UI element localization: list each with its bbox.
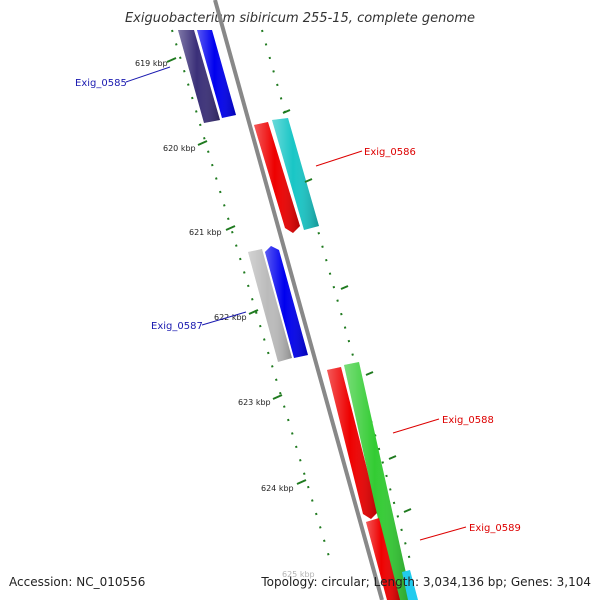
gene-label-exig-0586[interactable]: Exig_0586 — [364, 147, 416, 158]
tick-label-623: 623 kbp — [238, 398, 271, 407]
gene-label-exig-0589[interactable]: Exig_0589 — [469, 523, 521, 534]
leader-exig-0589 — [419, 526, 467, 541]
tick-label-619: 619 kbp — [135, 59, 168, 68]
gene-exig-0588-shade — [327, 367, 378, 519]
kbp-scale: 619 kbp 620 kbp 621 kbp 622 kbp 623 kbp … — [135, 57, 412, 579]
outer-tick — [365, 371, 374, 376]
leader-exig-0586 — [315, 150, 363, 167]
gene-features — [178, 30, 418, 600]
outer-tick — [403, 508, 412, 513]
gene-label-exig-0585[interactable]: Exig_0585 — [75, 78, 127, 89]
tick-label-624: 624 kbp — [261, 484, 294, 493]
tick-619 — [166, 57, 177, 63]
gene-exig-0585-shade — [178, 30, 220, 123]
gene-exig-0588-partner-shade — [344, 362, 412, 600]
tick-623 — [272, 394, 283, 400]
tick-624 — [296, 479, 307, 485]
gene-exig-0587-shade — [265, 246, 308, 358]
gene-exig-0589-shade — [366, 518, 400, 600]
inner-track — [171, 29, 331, 561]
gene-exig-0586-partner-shade — [272, 118, 319, 230]
outer-tick — [282, 109, 291, 114]
genome-summary: Topology: circular; Length: 3,034,136 bp… — [260, 575, 591, 589]
tick-label-621: 621 kbp — [189, 228, 222, 237]
tick-622 — [248, 309, 259, 315]
tick-621 — [225, 225, 236, 231]
gene-label-exig-0587[interactable]: Exig_0587 — [151, 321, 203, 332]
gene-exig-0589-partner-feature[interactable] — [402, 570, 418, 600]
gene-exig-0586-shade — [254, 122, 300, 233]
gene-exig-0585-strand-shade — [197, 30, 236, 118]
outer-tick — [304, 178, 313, 183]
gene-exig-0587-partner-shade — [248, 249, 292, 362]
leader-exig-0588 — [392, 418, 440, 434]
genome-backbone — [213, 0, 384, 600]
gene-labels: Exig_0585 Exig_0586 Exig_0587 Exig_0588 … — [75, 66, 521, 541]
leader-exig-0585 — [125, 66, 171, 83]
outer-tick — [388, 455, 397, 460]
outer-tick — [340, 285, 349, 290]
tick-label-620: 620 kbp — [163, 144, 196, 153]
tick-label-625: 625 kbp — [282, 570, 315, 579]
leader-exig-0587 — [201, 311, 247, 326]
gene-label-exig-0588[interactable]: Exig_0588 — [442, 415, 494, 426]
tick-label-622: 622 kbp — [214, 313, 247, 322]
tick-620 — [197, 140, 208, 146]
accession-label: Accession: NC_010556 — [9, 575, 145, 589]
map-title: Exiguobacterium sibiricum 255-15, comple… — [125, 11, 475, 26]
